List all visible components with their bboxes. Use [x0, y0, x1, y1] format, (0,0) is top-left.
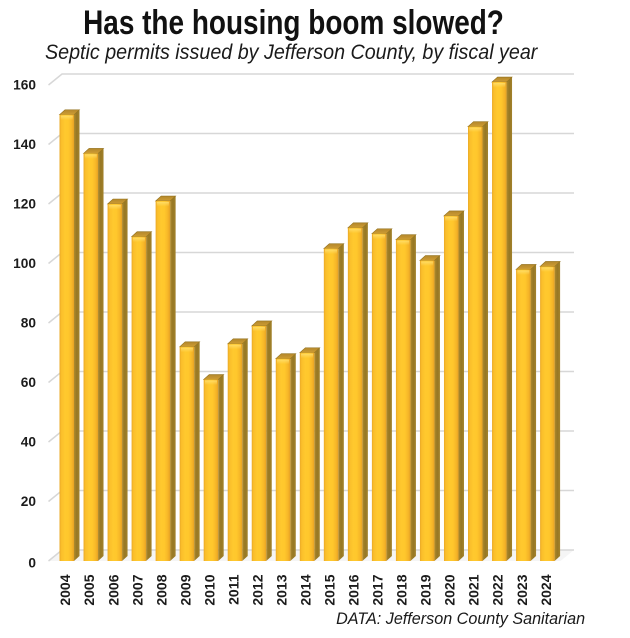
svg-text:40: 40 [21, 435, 37, 450]
svg-text:2020: 2020 [442, 574, 458, 605]
svg-text:2021: 2021 [466, 574, 482, 605]
svg-text:120: 120 [13, 197, 36, 212]
svg-text:2022: 2022 [490, 574, 506, 605]
svg-text:2014: 2014 [298, 574, 314, 605]
svg-text:100: 100 [13, 256, 36, 271]
svg-text:2007: 2007 [129, 574, 145, 605]
svg-text:2015: 2015 [322, 574, 338, 605]
svg-text:2010: 2010 [201, 574, 217, 605]
svg-text:2016: 2016 [346, 574, 362, 605]
svg-text:2011: 2011 [225, 574, 241, 605]
svg-text:2018: 2018 [394, 574, 410, 605]
svg-text:0: 0 [28, 556, 36, 571]
svg-text:2019: 2019 [418, 574, 434, 605]
svg-text:2009: 2009 [177, 574, 193, 605]
svg-text:80: 80 [21, 316, 37, 331]
svg-text:160: 160 [13, 78, 36, 93]
svg-text:140: 140 [13, 137, 36, 152]
svg-text:2013: 2013 [273, 574, 289, 605]
svg-text:2006: 2006 [105, 574, 121, 605]
svg-text:2004: 2004 [57, 574, 73, 605]
svg-text:2008: 2008 [153, 574, 169, 605]
svg-text:60: 60 [21, 375, 37, 390]
svg-text:2024: 2024 [538, 574, 554, 605]
svg-text:2023: 2023 [514, 574, 530, 605]
svg-text:2017: 2017 [370, 574, 386, 605]
svg-text:2005: 2005 [81, 574, 97, 605]
svg-text:2012: 2012 [249, 574, 265, 605]
svg-text:20: 20 [21, 494, 37, 509]
